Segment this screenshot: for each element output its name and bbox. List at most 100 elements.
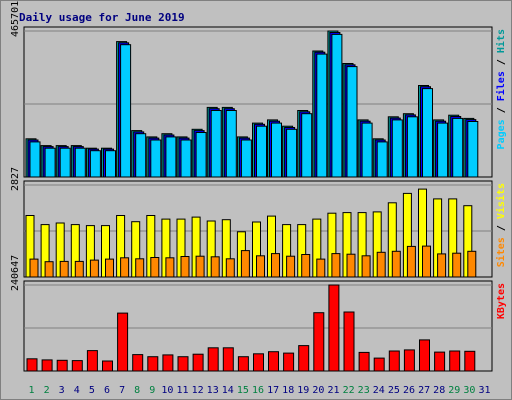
bar-kbytes-day-2 [41, 359, 53, 372]
bar-sites-day-1 [29, 258, 39, 278]
x-label-day-12: 12 [192, 385, 204, 396]
x-label-day-30: 30 [463, 385, 475, 396]
x-label-day-22: 22 [343, 385, 355, 396]
chart-title: Daily usage for June 2019 [19, 11, 185, 24]
bar-kbytes-day-8 [132, 354, 144, 372]
bar-pages-day-6 [105, 150, 116, 178]
x-label-day-23: 23 [358, 385, 370, 396]
bar-sites-day-22 [346, 253, 356, 278]
bar-kbytes-day-7 [117, 312, 129, 372]
bar-kbytes-day-9 [147, 356, 159, 372]
legend-entry-sites: Sites [495, 237, 507, 267]
bar-kbytes-day-29 [449, 350, 461, 372]
bar-sites-day-14 [225, 258, 235, 278]
x-label-day-17: 17 [267, 385, 279, 396]
panel-visits-sites: 2827 Sites / Visits [10, 167, 507, 278]
x-label-day-7: 7 [119, 385, 125, 396]
legend-separator: / [496, 53, 507, 71]
bar-pages-day-11 [180, 139, 192, 178]
x-label-day-28: 28 [433, 385, 445, 396]
x-label-day-25: 25 [388, 385, 400, 396]
bar-kbytes-day-30 [464, 350, 476, 372]
bar-kbytes-day-16 [253, 353, 264, 372]
bar-pages-day-20 [316, 53, 328, 178]
legend-entry-pages: Pages [496, 119, 507, 149]
bar-sites-day-19 [301, 254, 311, 278]
bar-sites-day-10 [165, 257, 175, 278]
bar-pages-day-5 [89, 150, 101, 178]
x-label-day-24: 24 [373, 385, 385, 396]
bar-pages-day-8 [135, 133, 147, 178]
bar-pages-day-3 [59, 147, 71, 178]
bar-pages-day-30 [467, 121, 479, 178]
bar-pages-day-26 [406, 116, 418, 178]
panel-kbytes: 240647 KBytes [10, 255, 507, 372]
bar-sites-day-7 [120, 257, 130, 278]
bar-kbytes-day-20 [313, 312, 325, 372]
bar-kbytes-day-13 [207, 347, 219, 372]
legend-entry-kbytes: KBytes [496, 283, 507, 319]
bar-kbytes-day-23 [358, 351, 370, 372]
bar-kbytes-day-10 [162, 354, 174, 372]
bar-sites-day-2 [44, 261, 54, 278]
bar-kbytes-day-26 [403, 349, 415, 372]
x-label-day-26: 26 [403, 385, 415, 396]
x-label-day-4: 4 [74, 385, 80, 396]
bar-sites-day-16 [256, 255, 265, 278]
bar-pages-day-27 [422, 88, 433, 178]
bar-pages-day-9 [150, 139, 162, 178]
bar-sites-day-5 [89, 259, 99, 278]
bar-pages-day-29 [452, 117, 464, 178]
bar-sites-day-15 [240, 250, 250, 278]
bar-pages-day-12 [195, 132, 207, 178]
bar-pages-day-21 [331, 33, 343, 178]
bar-pages-day-7 [120, 44, 132, 178]
bar-sites-day-20 [316, 258, 326, 278]
legend-entry-visits: Visits [495, 183, 507, 219]
bar-pages-day-17 [271, 122, 282, 178]
bar-sites-day-6 [105, 258, 114, 278]
bar-kbytes-day-19 [298, 345, 310, 372]
bar-sites-day-13 [210, 256, 220, 278]
bar-kbytes-day-15 [237, 356, 249, 372]
bar-sites-day-18 [286, 255, 296, 278]
bar-kbytes-day-4 [71, 360, 83, 372]
bar-sites-day-28 [437, 253, 447, 278]
bar-sites-day-30 [467, 250, 477, 278]
bar-pages-day-2 [44, 147, 56, 178]
x-axis-labels: 1 2 3 4 5 6 7 8 9 10 11 12 13 14 15 16 17 18 19 20 21 22 23 24 2… [28, 385, 490, 396]
bar-sites-day-26 [406, 245, 416, 278]
legend-separator: / [496, 219, 507, 237]
bar-sites-day-24 [376, 251, 386, 278]
bar-sites-day-4 [74, 260, 84, 278]
bar-pages-day-1 [29, 141, 41, 178]
bar-pages-day-25 [391, 119, 403, 178]
bar-pages-day-16 [256, 125, 267, 178]
bar-sites-day-29 [452, 252, 462, 278]
bar-pages-day-15 [240, 139, 252, 178]
legend-entry-files: Files [495, 71, 507, 101]
bar-pages-day-14 [225, 110, 237, 178]
side-legend-label: KBytes [496, 283, 507, 319]
x-label-day-14: 14 [222, 385, 234, 396]
bar-pages-day-19 [301, 113, 313, 178]
bar-pages-day-23 [361, 122, 373, 178]
bar-kbytes-day-3 [56, 359, 68, 372]
x-label-day-21: 21 [327, 385, 339, 396]
bar-pages-day-24 [376, 141, 388, 178]
bar-kbytes-day-28 [434, 351, 446, 372]
side-legend-label: Sites / Visits [495, 183, 507, 267]
panels-layer: 465701 Pages / Files / Hits 2827 Sites / Vi… [10, 1, 507, 372]
x-label-day-15: 15 [237, 385, 249, 396]
x-label-day-29: 29 [448, 385, 460, 396]
bar-sites-day-3 [59, 260, 69, 278]
x-label-day-10: 10 [161, 385, 173, 396]
bar-kbytes-day-11 [177, 356, 189, 372]
bar-pages-day-18 [286, 128, 298, 178]
panel-hits-files-pages: 465701 Pages / Files / Hits [10, 1, 507, 178]
bar-kbytes-day-5 [86, 350, 98, 372]
bar-pages-day-22 [346, 66, 358, 178]
bar-sites-day-23 [361, 255, 371, 278]
